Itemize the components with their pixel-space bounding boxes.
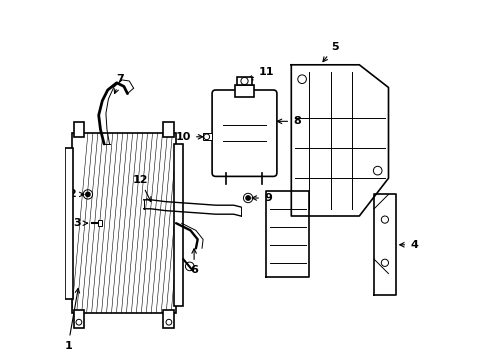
- Text: 10: 10: [175, 132, 202, 142]
- Bar: [72, 133, 176, 313]
- Bar: [98, 220, 102, 226]
- Text: 3: 3: [73, 218, 87, 228]
- Bar: [72, 133, 176, 313]
- Text: 7: 7: [114, 74, 124, 94]
- Text: 9: 9: [252, 193, 271, 203]
- Bar: [203, 133, 212, 140]
- Text: 5: 5: [322, 42, 338, 62]
- Bar: [72, 133, 176, 313]
- Text: 4: 4: [399, 240, 417, 250]
- Bar: [72, 133, 176, 313]
- Bar: [72, 133, 176, 313]
- Bar: [73, 310, 84, 328]
- Bar: [72, 133, 176, 313]
- Bar: [72, 133, 176, 313]
- Bar: [72, 133, 176, 313]
- Bar: [72, 133, 176, 313]
- Bar: [174, 144, 183, 306]
- Bar: [72, 133, 176, 313]
- Text: 6: 6: [190, 249, 198, 275]
- Bar: [72, 133, 176, 313]
- Circle shape: [85, 192, 90, 197]
- Circle shape: [245, 196, 250, 200]
- Bar: [72, 133, 176, 313]
- Bar: [72, 133, 176, 313]
- Bar: [72, 133, 176, 313]
- Bar: [163, 310, 174, 328]
- Bar: [72, 133, 176, 313]
- Bar: [72, 133, 176, 313]
- Bar: [64, 148, 73, 299]
- Bar: [72, 133, 176, 313]
- Bar: [235, 85, 253, 97]
- Bar: [72, 133, 176, 313]
- Text: 2: 2: [68, 189, 84, 199]
- Bar: [73, 122, 84, 137]
- Text: 8: 8: [277, 116, 300, 126]
- Bar: [163, 122, 174, 137]
- Bar: [72, 133, 176, 313]
- Bar: [237, 77, 251, 85]
- Text: 1: 1: [64, 288, 80, 351]
- Bar: [72, 133, 176, 313]
- Bar: [72, 133, 176, 313]
- Text: 12: 12: [132, 175, 151, 202]
- Bar: [72, 133, 176, 313]
- Bar: [72, 133, 176, 313]
- FancyBboxPatch shape: [212, 90, 276, 176]
- Text: 11: 11: [248, 67, 274, 80]
